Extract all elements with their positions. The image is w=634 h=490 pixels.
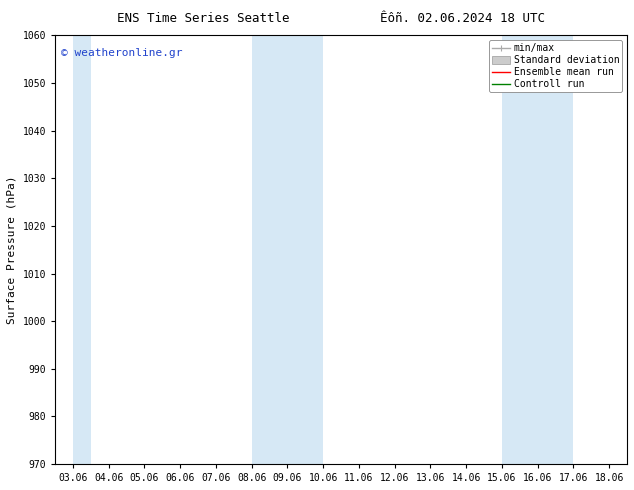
Bar	[73, 35, 91, 464]
Y-axis label: Surface Pressure (hPa): Surface Pressure (hPa)	[7, 175, 17, 324]
Text: ENS Time Series Seattle: ENS Time Series Seattle	[117, 12, 289, 25]
Text: © weatheronline.gr: © weatheronline.gr	[61, 49, 182, 58]
Bar	[252, 35, 323, 464]
Legend: min/max, Standard deviation, Ensemble mean run, Controll run: min/max, Standard deviation, Ensemble me…	[489, 40, 622, 92]
Text: Êôñ. 02.06.2024 18 UTC: Êôñ. 02.06.2024 18 UTC	[380, 12, 545, 25]
Bar	[502, 35, 573, 464]
